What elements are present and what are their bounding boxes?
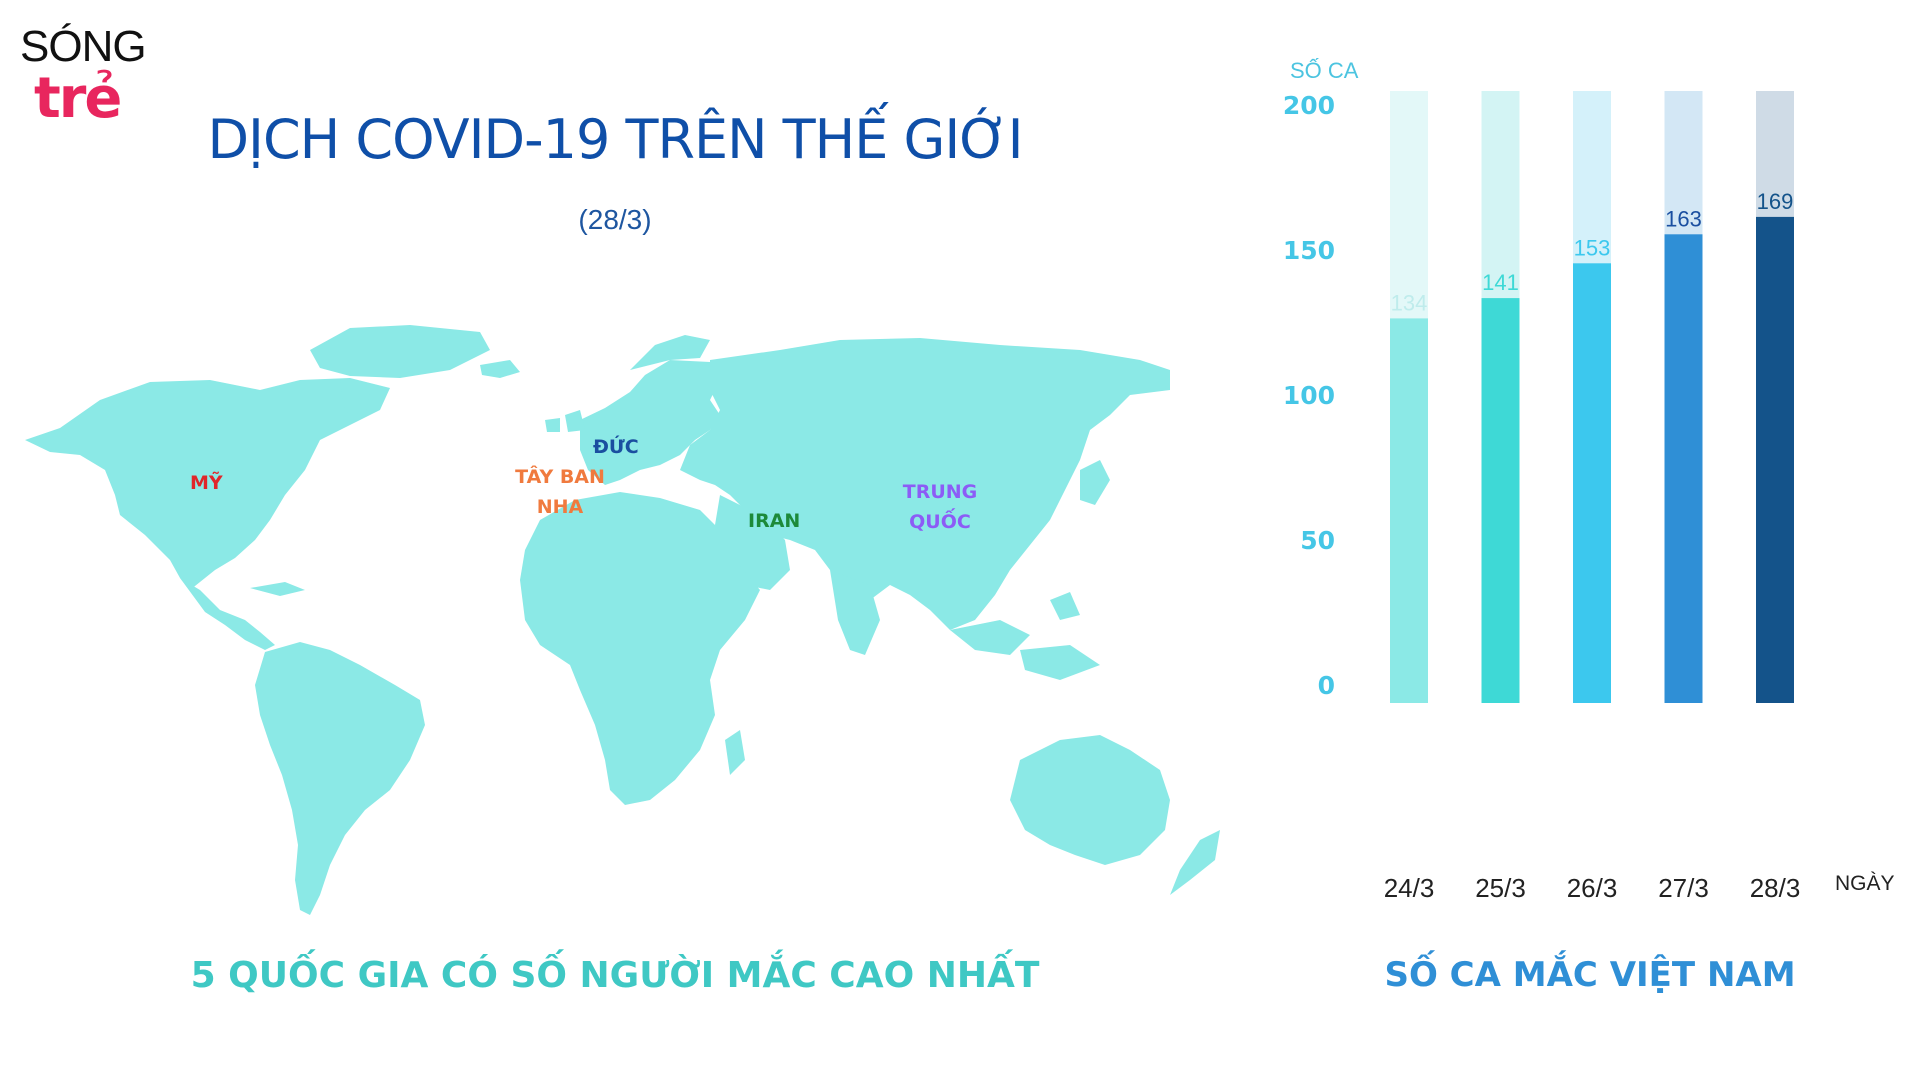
map-label-iran: IRAN <box>748 510 801 532</box>
x-axis-label: NGÀY <box>1835 872 1895 895</box>
bar-chart: SỐ CA NGÀY 0 50 100 150 200 134 24/3 141 25/3 15… <box>1283 57 1895 903</box>
data-label: 141 <box>1482 270 1519 295</box>
logo-top-text: SÓNG <box>20 22 147 71</box>
x-tick-label: 27/3 <box>1658 873 1709 903</box>
x-tick-label: 24/3 <box>1384 873 1435 903</box>
x-tick-label: 26/3 <box>1567 873 1618 903</box>
bar-24/3 <box>1390 318 1428 703</box>
map-label-duc: ĐỨC <box>593 436 639 458</box>
x-tick-label: 28/3 <box>1750 873 1801 903</box>
chart-title: SỐ CA MẮC VIỆT NAM <box>1384 955 1796 995</box>
x-tick-label: 25/3 <box>1475 873 1526 903</box>
world-map <box>25 325 1220 915</box>
y-tick-label: 100 <box>1283 381 1335 410</box>
y-tick-label: 50 <box>1300 526 1335 555</box>
data-label: 169 <box>1757 189 1794 214</box>
bar-27/3 <box>1664 234 1703 704</box>
logo: SÓNG trẻ <box>20 22 160 132</box>
map-caption: 5 QUỐC GIA CÓ SỐ NGƯỜI MẮC CAO NHẤT <box>190 955 1040 996</box>
data-label: 153 <box>1574 235 1611 260</box>
data-label: 134 <box>1391 290 1428 315</box>
bar-26/3 <box>1573 263 1611 703</box>
y-tick-label: 200 <box>1283 91 1335 120</box>
map-label-tay-ban-nha: TÂY BAN NHA <box>515 466 605 518</box>
world-map-land <box>25 325 1220 915</box>
logo-bottom-text: trẻ <box>34 66 122 131</box>
bar-28/3 <box>1756 216 1794 703</box>
page-subtitle: (28/3) <box>578 204 652 235</box>
data-label: 163 <box>1665 206 1702 231</box>
y-tick-label: 0 <box>1318 671 1335 700</box>
bar-25/3 <box>1481 298 1520 703</box>
y-tick-label: 150 <box>1283 236 1335 265</box>
page-title: DỊCH COVID-19 TRÊN THẾ GIỚI <box>207 108 1023 171</box>
map-label-my: MỸ <box>190 472 223 494</box>
map-label-trung-quoc: TRUNG QUỐC <box>902 481 978 533</box>
y-axis-label: SỐ CA <box>1290 57 1359 83</box>
